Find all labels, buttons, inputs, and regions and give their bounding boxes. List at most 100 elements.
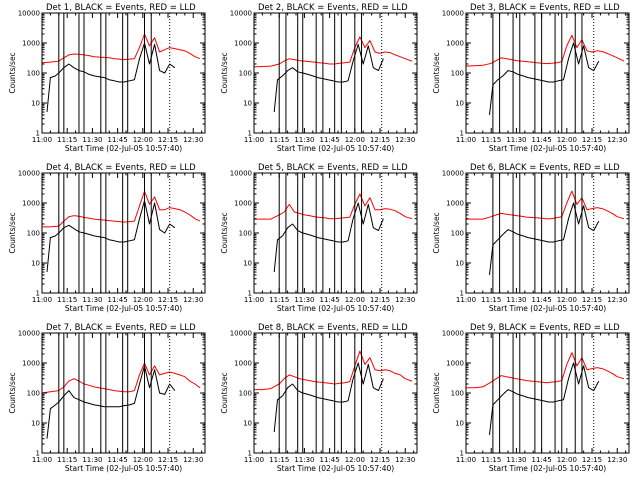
x-tick-label: 11:15: [57, 456, 77, 464]
x-tick-label: 12:30: [183, 456, 203, 464]
plot-frame: [465, 332, 630, 454]
x-tick-label: 12:15: [582, 136, 602, 144]
y-tick-label: 1000: [446, 40, 464, 48]
x-tick-label: 11:15: [481, 136, 501, 144]
y-tick-label: 1: [460, 130, 464, 138]
y-axis-label: Counts/sec: [432, 212, 441, 253]
x-tick-label: 12:00: [557, 456, 577, 464]
y-tick-label: 100: [451, 230, 464, 238]
y-tick-label: 1: [460, 450, 464, 458]
x-tick-label: 12:00: [345, 136, 365, 144]
x-tick-label: 11:00: [244, 456, 264, 464]
y-tick-label: 10000: [18, 330, 40, 338]
x-tick-label: 11:00: [244, 296, 264, 304]
x-tick-label: 12:00: [557, 296, 577, 304]
chart-panel-det-3: Det 3, BLACK = Events, RED = LLD 1 10 100 10…: [432, 3, 630, 153]
plot-frame: [253, 12, 418, 134]
series-line-lld: [254, 193, 413, 220]
y-tick-label: 10000: [230, 10, 252, 18]
x-axis-label: Start Time (02-Jul-05 10:57:40): [489, 464, 606, 473]
x-axis-label: Start Time (02-Jul-05 10:57:40): [489, 144, 606, 153]
x-tick-label: 11:00: [32, 296, 52, 304]
series-line-events: [273, 43, 384, 113]
series-line-lld: [466, 352, 625, 389]
y-tick-label: 100: [27, 70, 40, 78]
x-axis-label: Start Time (02-Jul-05 10:57:40): [277, 304, 394, 313]
x-tick-label: 11:45: [320, 136, 340, 144]
y-tick-label: 1: [36, 130, 40, 138]
x-axis-label: Start Time (02-Jul-05 10:57:40): [277, 144, 394, 153]
x-tick-label: 12:30: [607, 136, 627, 144]
x-tick-label: 11:45: [532, 136, 552, 144]
x-tick-label: 11:30: [294, 296, 314, 304]
series-line-events: [46, 200, 176, 273]
series-line-lld: [465, 34, 625, 67]
y-axis-label: Counts/sec: [220, 372, 229, 413]
chart-panel-det-5: Det 5, BLACK = Events, RED = LLD 1 10 100 10…: [220, 163, 418, 313]
y-tick-label: 10000: [18, 10, 40, 18]
chart-title: Det 8, BLACK = Events, RED = LLD: [258, 323, 408, 333]
x-tick-label: 11:15: [269, 456, 289, 464]
series-line-lld: [41, 362, 201, 394]
y-tick-label: 10000: [442, 330, 464, 338]
y-tick-label: 1000: [234, 40, 252, 48]
y-tick-label: 1: [36, 450, 40, 458]
y-tick-label: 1000: [446, 200, 464, 208]
y-tick-label: 1: [248, 290, 252, 298]
x-tick-label: 11:30: [294, 456, 314, 464]
x-tick-label: 11:45: [532, 296, 552, 304]
y-tick-label: 10000: [230, 330, 252, 338]
x-tick-label: 11:15: [269, 136, 289, 144]
y-axis-label: Counts/sec: [8, 212, 17, 253]
x-axis-label: Start Time (02-Jul-05 10:57:40): [489, 304, 606, 313]
x-tick-label: 11:30: [82, 136, 102, 144]
y-tick-label: 1: [460, 290, 464, 298]
x-tick-label: 11:15: [269, 296, 289, 304]
chart-panel-det-1: Det 1, BLACK = Events, RED = LLD 1 10 100 10…: [8, 3, 206, 153]
chart-panel-det-2: Det 2, BLACK = Events, RED = LLD 1 10 100 10…: [220, 3, 418, 153]
x-tick-label: 12:30: [395, 296, 415, 304]
series-line-lld: [466, 190, 625, 220]
x-tick-label: 11:00: [32, 136, 52, 144]
plot-frame: [41, 172, 206, 294]
series-line-events: [273, 202, 384, 273]
y-axis-label: Counts/sec: [8, 372, 17, 413]
x-tick-label: 12:30: [395, 136, 415, 144]
x-tick-label: 11:45: [108, 296, 128, 304]
y-axis-label: Counts/sec: [432, 372, 441, 413]
y-tick-label: 1000: [234, 200, 252, 208]
y-tick-label: 1000: [22, 200, 40, 208]
x-tick-label: 11:15: [481, 456, 501, 464]
x-tick-label: 12:00: [133, 136, 153, 144]
x-tick-label: 11:45: [532, 456, 552, 464]
x-tick-label: 12:15: [582, 296, 602, 304]
y-tick-label: 1: [36, 290, 40, 298]
x-axis-label: Start Time (02-Jul-05 10:57:40): [65, 464, 182, 473]
x-tick-label: 12:15: [158, 456, 178, 464]
y-tick-label: 100: [239, 390, 252, 398]
y-tick-label: 10: [455, 260, 464, 268]
chart-panel-det-7: Det 7, BLACK = Events, RED = LLD 1 10 100 10…: [8, 323, 206, 473]
x-tick-label: 11:45: [108, 136, 128, 144]
plot-frame: [41, 12, 206, 134]
chart-title: Det 4, BLACK = Events, RED = LLD: [46, 163, 196, 173]
x-tick-label: 11:30: [506, 296, 526, 304]
x-axis-label: Start Time (02-Jul-05 10:57:40): [65, 304, 182, 313]
y-tick-label: 100: [451, 390, 464, 398]
x-tick-label: 12:15: [370, 456, 390, 464]
series-line-lld: [254, 350, 413, 391]
chart-title: Det 5, BLACK = Events, RED = LLD: [258, 163, 408, 173]
series-line-lld: [253, 36, 413, 68]
series-line-events: [489, 42, 600, 115]
chart-title: Det 7, BLACK = Events, RED = LLD: [46, 323, 196, 333]
x-axis-label: Start Time (02-Jul-05 10:57:40): [65, 144, 182, 153]
x-tick-label: 12:30: [607, 456, 627, 464]
x-tick-label: 11:45: [320, 296, 340, 304]
x-tick-label: 12:30: [607, 296, 627, 304]
x-tick-label: 11:00: [244, 136, 264, 144]
plot-frame: [253, 172, 418, 294]
plot-frame: [253, 332, 418, 454]
x-tick-label: 11:15: [57, 296, 77, 304]
x-tick-label: 11:00: [456, 456, 476, 464]
